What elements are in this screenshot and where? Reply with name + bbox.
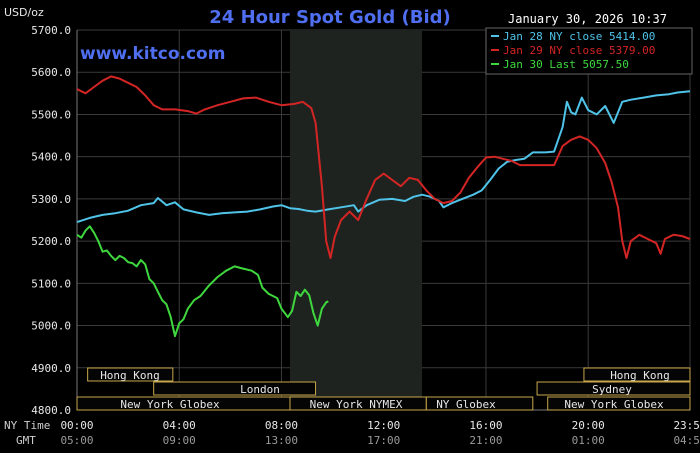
session-hong-kong-1: Hong Kong [100,369,160,382]
session-labels: Hong Kong Hong Kong London Sydney New Yo… [100,369,670,411]
session-bar-ny-globex-2 [425,396,534,411]
session-hong-kong-2: Hong Kong [610,369,670,382]
x-tick-ny-1: 04:00 [163,419,196,432]
datetime-label: January 30, 2026 10:37 [508,12,667,26]
session-sydney: Sydney [592,383,632,396]
y-tick-label-0: 5700.0 [31,24,71,37]
legend-entry-jan30: Jan 30 Last 5057.50 [503,58,629,71]
session-london: London [240,383,280,396]
nymex-session-band [289,30,423,410]
gmt-row-label: GMT [16,434,36,447]
session-bar-ny-globex-3 [547,396,691,411]
x-tick-ny-0: 00:00 [60,419,93,432]
legend-entry-jan28: Jan 28 NY close 5414.00 [503,30,655,43]
units-label: USD/oz [4,6,44,19]
ny-time-row-label: NY Time [4,419,50,432]
x-tick-ny-4: 16:00 [469,419,502,432]
session-ny-globex-3: New York Globex [564,398,664,411]
x-tick-gmt-3: 17:00 [367,434,400,447]
session-bar-hong-kong-2 [583,367,691,382]
y-tick-label-3: 5400.0 [31,151,71,164]
legend-entry-jan29: Jan 29 NY close 5379.00 [503,44,655,57]
y-axis-ticks: 5700.0 5600.0 5500.0 5400.0 5300.0 5200.0 5100… [31,24,71,417]
y-tick-label-1: 5600.0 [31,66,71,79]
x-tick-ny-2: 08:00 [265,419,298,432]
legend: Jan 28 NY close 5414.00 Jan 29 NY close … [485,27,693,75]
x-tick-gmt-1: 09:00 [163,434,196,447]
session-ny-globex-2: NY Globex [436,398,496,411]
session-ny-nymex: New York NYMEX [310,398,403,411]
session-ny-globex-1: New York Globex [120,398,220,411]
x-tick-gmt-4: 21:00 [469,434,502,447]
y-tick-label-5: 5200.0 [31,235,71,248]
x-tick-ny-3: 12:00 [367,419,400,432]
x-tick-gmt-6: 04:59 [673,434,700,447]
chart-title: 24 Hour Spot Gold (Bid) [209,7,450,28]
x-tick-gmt-5: 01:00 [572,434,605,447]
session-bar-hong-kong-1 [87,367,174,382]
series-line-jan30 [76,225,329,338]
session-bar-london [153,381,317,396]
legend-box [485,27,693,75]
y-tick-label-7: 5000.0 [31,320,71,333]
price-series [76,75,691,338]
y-tick-label-2: 5500.0 [31,108,71,121]
session-bars [76,367,691,411]
x-tick-ny-5: 20:00 [572,419,605,432]
series-line-jan29 [76,75,691,259]
x-tick-ny-6: 23:59 [673,419,700,432]
y-tick-label-8: 4900.0 [31,362,71,375]
y-tick-label-6: 5100.0 [31,277,71,290]
x-axis-ticks: 00:00 05:00 04:00 09:00 08:00 13:00 12:00 17:00… [60,419,700,447]
x-tick-gmt-0: 05:00 [60,434,93,447]
kitco-watermark: www.kitco.com [80,44,225,64]
session-bar-sydney [536,381,691,396]
y-tick-label-9: 4800.0 [31,404,71,417]
series-line-jan28 [76,90,691,224]
y-tick-label-4: 5300.0 [31,193,71,206]
x-tick-gmt-2: 13:00 [265,434,298,447]
